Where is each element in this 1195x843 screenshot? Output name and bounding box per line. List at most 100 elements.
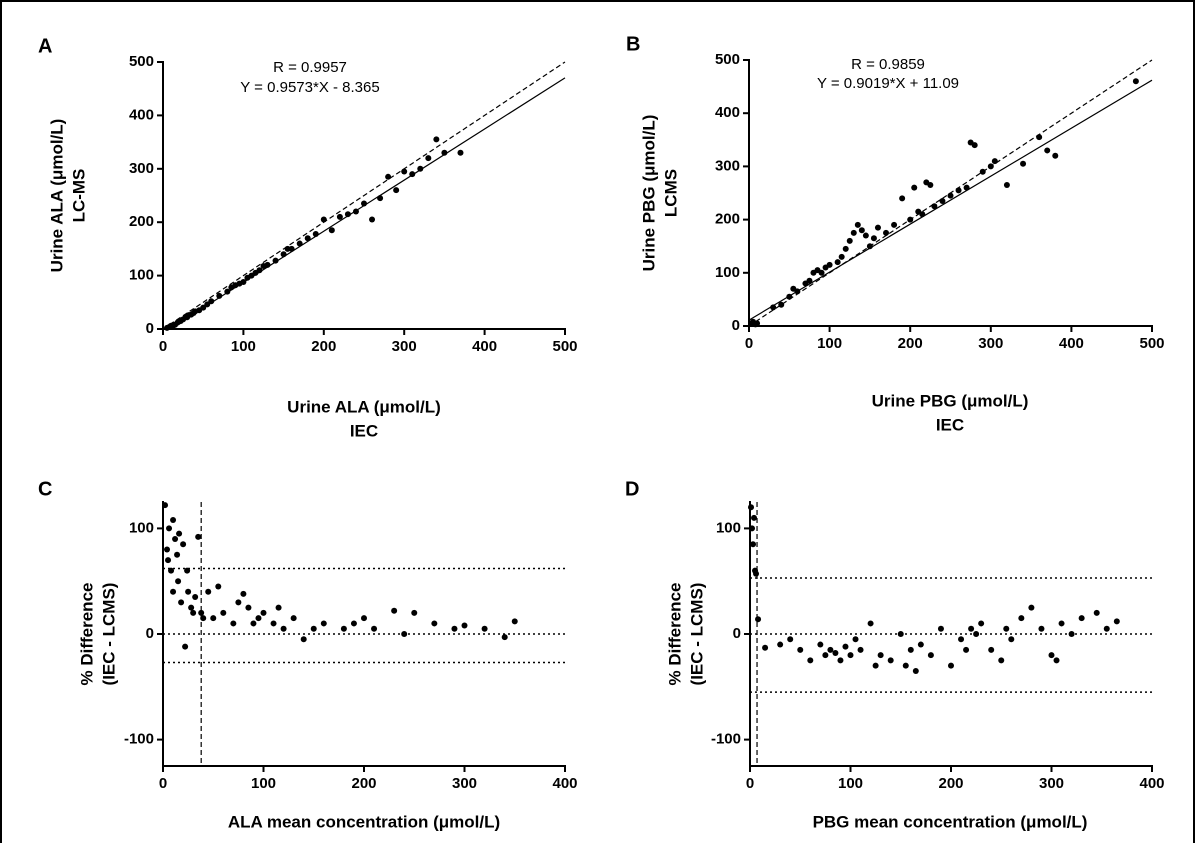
point <box>755 616 762 623</box>
annotation: Y = 0.9019*X + 11.09 <box>817 75 959 92</box>
x-tick-label: 300 <box>1039 775 1064 792</box>
panel-label: A <box>38 35 52 57</box>
point <box>902 662 909 669</box>
x-tick-label: 100 <box>231 338 256 355</box>
y-tick-label: 300 <box>715 157 740 174</box>
point <box>827 646 834 653</box>
point <box>184 567 191 574</box>
point <box>963 184 970 191</box>
point <box>857 646 864 653</box>
point <box>822 652 829 659</box>
point <box>401 631 408 637</box>
point <box>166 525 173 532</box>
y-tick-label: -100 <box>124 731 154 748</box>
x-tick-label: 100 <box>817 335 842 352</box>
y-axis-label: LC-MS <box>69 169 88 223</box>
point <box>838 253 845 260</box>
point <box>240 590 247 597</box>
point <box>852 636 859 643</box>
point <box>971 142 978 149</box>
point <box>1003 625 1010 632</box>
x-tick-label: 500 <box>552 338 577 355</box>
point <box>369 216 376 223</box>
point <box>200 615 207 622</box>
point <box>748 504 755 511</box>
point <box>296 240 303 247</box>
point <box>188 604 195 611</box>
x-tick-label: 0 <box>159 775 167 792</box>
point <box>866 243 873 250</box>
point <box>433 136 440 143</box>
point <box>170 588 177 595</box>
y-tick-label: 500 <box>715 51 740 68</box>
point <box>176 530 183 537</box>
point <box>1036 134 1043 141</box>
point <box>751 514 758 521</box>
point <box>178 599 185 606</box>
point <box>1093 609 1100 616</box>
point <box>409 171 416 178</box>
y-tick-label: -100 <box>711 731 741 748</box>
point <box>1053 657 1060 664</box>
point <box>352 208 359 215</box>
point <box>877 652 884 659</box>
point <box>858 227 865 234</box>
point <box>168 567 175 574</box>
point <box>310 625 317 632</box>
y-tick-label: 0 <box>146 625 154 642</box>
point <box>832 650 839 657</box>
point <box>215 583 222 590</box>
point <box>939 197 946 204</box>
x-tick-label: 300 <box>452 775 477 792</box>
x-tick-label: 200 <box>311 338 336 355</box>
point <box>998 657 1005 664</box>
point <box>927 182 934 189</box>
x-axis-label: ALA mean concentration (μmol/L) <box>228 812 500 831</box>
point <box>391 607 398 614</box>
point <box>979 168 986 175</box>
point <box>451 625 458 632</box>
annotation: Y = 0.9573*X - 8.365 <box>240 79 379 96</box>
point <box>899 195 906 202</box>
point <box>806 277 813 284</box>
point <box>991 158 998 165</box>
point <box>1113 618 1120 625</box>
point <box>867 620 874 627</box>
point <box>1058 620 1065 627</box>
x-tick-label: 0 <box>159 338 167 355</box>
identity-line <box>162 61 566 330</box>
point <box>200 304 207 311</box>
point <box>172 535 179 542</box>
point <box>393 187 400 194</box>
point <box>250 620 257 627</box>
y-tick-label: 100 <box>716 519 741 536</box>
point <box>164 546 171 553</box>
point <box>290 615 297 622</box>
x-axis-label: IEC <box>936 415 964 434</box>
point <box>883 229 890 236</box>
panel-label: B <box>626 33 640 55</box>
x-axis-label: IEC <box>350 421 378 440</box>
x-tick-label: 400 <box>1059 335 1084 352</box>
point <box>361 200 367 207</box>
y-axis-label: % Difference <box>77 583 96 686</box>
y-axis-label: Urine ALA (μmol/L) <box>47 119 66 273</box>
point <box>826 261 833 268</box>
point <box>195 533 202 540</box>
point <box>777 641 784 648</box>
x-tick-label: 200 <box>898 335 923 352</box>
point <box>818 269 825 276</box>
point <box>185 588 192 595</box>
point <box>216 292 223 299</box>
point <box>850 229 857 236</box>
x-tick-label: 200 <box>938 775 963 792</box>
point <box>192 594 199 601</box>
point <box>854 221 861 228</box>
point <box>210 615 217 622</box>
x-tick-label: 400 <box>1139 775 1164 792</box>
y-tick-label: 100 <box>129 519 154 536</box>
y-axis-label: LCMS <box>661 169 680 217</box>
point <box>846 237 853 244</box>
y-axis-label: (IEC - LCMS) <box>99 583 118 686</box>
